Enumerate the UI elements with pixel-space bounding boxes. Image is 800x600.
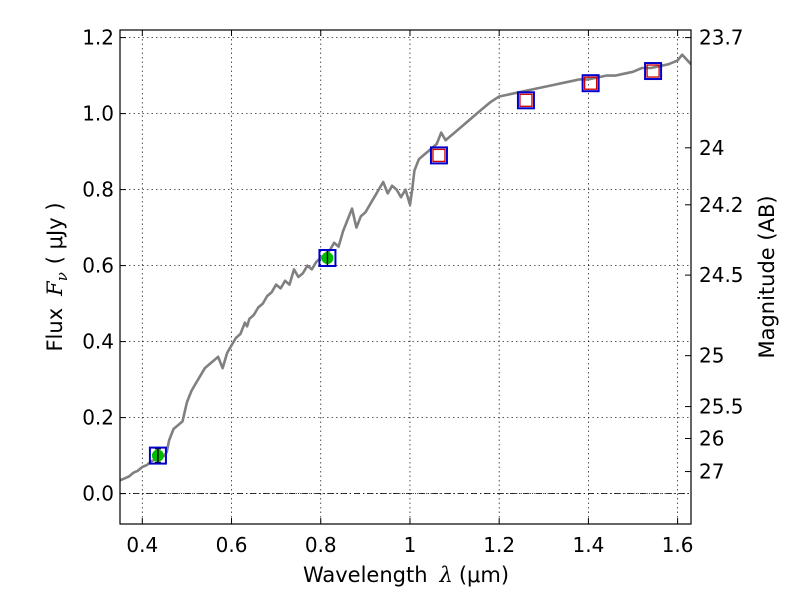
predicted-band-square — [432, 148, 446, 163]
model-band-square — [516, 91, 535, 110]
y-tick-label: 0.4 — [82, 330, 114, 354]
y-tick-label: 0.8 — [82, 178, 114, 202]
x-tick-label: 0.8 — [305, 533, 337, 557]
y2-axis-label: Magnitude (AB) — [755, 195, 779, 358]
x-tick-label: 1.2 — [483, 533, 515, 557]
y-axis-label: Flux Fν ( μJy ) — [43, 202, 71, 351]
y-tick-label: 0.6 — [82, 254, 114, 278]
y-tick-label: 0.2 — [82, 406, 114, 430]
x-tick-label: 1 — [404, 533, 417, 557]
y2-tick-label: 23.7 — [699, 26, 744, 50]
y-axis-label-symbol: F — [43, 280, 67, 297]
tick-labels: 0.4 0.6 0.8 1 1.2 1.4 1.6 0.0 0.2 0.4 0.6 0.8 1.0 1.2… — [82, 26, 743, 557]
y2-tick-label: 24.2 — [699, 193, 744, 217]
y2-tick-label: 24 — [699, 136, 724, 160]
x-axis-label-text: Wavelength — [303, 563, 428, 587]
model-band-square — [429, 146, 448, 165]
model-band-square — [581, 74, 600, 93]
predicted-band-square — [583, 76, 598, 90]
axis-ticks — [120, 30, 691, 524]
x-axis-label-symbol: λ — [439, 563, 453, 587]
x-tick-label: 0.6 — [216, 533, 248, 557]
y-axis-label-text: Flux — [43, 308, 67, 352]
y2-tick-label: 25 — [699, 344, 724, 368]
x-axis-label-unit: (μm) — [459, 563, 509, 587]
sed-model-line — [120, 53, 691, 482]
y-tick-label: 1.0 — [82, 102, 114, 126]
x-tick-label: 0.4 — [126, 533, 158, 557]
model-band-square — [644, 62, 663, 81]
model-band-square — [148, 446, 167, 465]
plot-frame — [119, 29, 692, 525]
y-axis-label-subscript: ν — [53, 272, 71, 281]
y-tick-label: 1.2 — [82, 26, 114, 50]
x-tick-label: 1.4 — [572, 533, 604, 557]
y2-tick-label: 25.5 — [699, 395, 744, 419]
y2-tick-label: 24.5 — [699, 263, 744, 287]
y2-tick-label: 27 — [699, 460, 724, 484]
plot-area — [120, 53, 691, 482]
y-tick-label: 0.0 — [82, 482, 114, 506]
predicted-band-square — [646, 64, 660, 78]
x-axis-label: Wavelength λ (μm) — [303, 563, 509, 587]
predicted-band-square — [519, 93, 533, 107]
y2-tick-label: 26 — [699, 427, 724, 451]
model-band-square — [318, 249, 337, 267]
y-axis-label-unit: ( μJy ) — [43, 202, 67, 264]
x-tick-label: 1.6 — [662, 533, 694, 557]
